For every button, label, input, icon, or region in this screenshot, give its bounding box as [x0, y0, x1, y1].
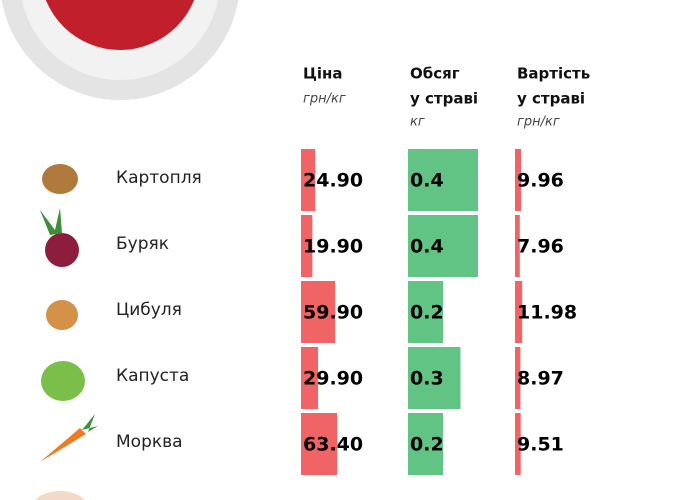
column-title: у страві: [517, 90, 585, 108]
cell-value: 0.2: [410, 434, 444, 456]
value-bar: [301, 413, 338, 475]
column-title: Ціна: [303, 65, 343, 83]
column-title: Вартість: [517, 65, 590, 83]
table: Ціна грн/кг Обсяг у страві кг Вартість у страв…: [116, 65, 590, 475]
cell-value: 9.96: [517, 170, 564, 192]
column-unit: грн/кг: [303, 92, 346, 107]
row-name: Буряк: [116, 234, 169, 254]
value-bar: [301, 347, 319, 409]
cell-value: 11.98: [517, 302, 577, 324]
row-name: Картопля: [116, 168, 202, 188]
cell-value: 63.40: [303, 434, 363, 456]
cell-value: 0.4: [410, 236, 444, 258]
cell-value: 0.3: [410, 368, 444, 390]
cell-value: 9.51: [517, 434, 564, 456]
cell-value: 0.2: [410, 302, 444, 324]
value-bar: [408, 149, 478, 211]
column-title: Обсяг: [410, 65, 460, 83]
value-bar: [408, 215, 478, 277]
value-bar: [515, 413, 521, 475]
column-title: у страві: [410, 90, 478, 108]
value-bar: [301, 149, 316, 211]
row-name: Морква: [116, 432, 183, 452]
row-name: Капуста: [116, 366, 189, 386]
cell-value: 19.90: [303, 236, 363, 258]
value-bar: [515, 149, 521, 211]
value-bar: [515, 347, 521, 409]
cell-value: 59.90: [303, 302, 363, 324]
value-bar: [515, 215, 520, 277]
value-bar: [301, 215, 313, 277]
value-bar: [515, 281, 523, 343]
value-bar: [408, 281, 443, 343]
icons: [35, 164, 98, 500]
value-bar: [301, 281, 336, 343]
value-bar: [408, 413, 443, 475]
column-unit: грн/кг: [517, 115, 560, 130]
row-name: Цибуля: [116, 300, 182, 320]
cell-value: 29.90: [303, 368, 363, 390]
cell-value: 7.96: [517, 236, 564, 258]
column-unit: кг: [410, 115, 425, 130]
cell-value: 24.90: [303, 170, 363, 192]
cell-value: 0.4: [410, 170, 444, 192]
cell-value: 8.97: [517, 368, 564, 390]
plate: [1, 0, 239, 100]
value-bar: [408, 347, 461, 409]
